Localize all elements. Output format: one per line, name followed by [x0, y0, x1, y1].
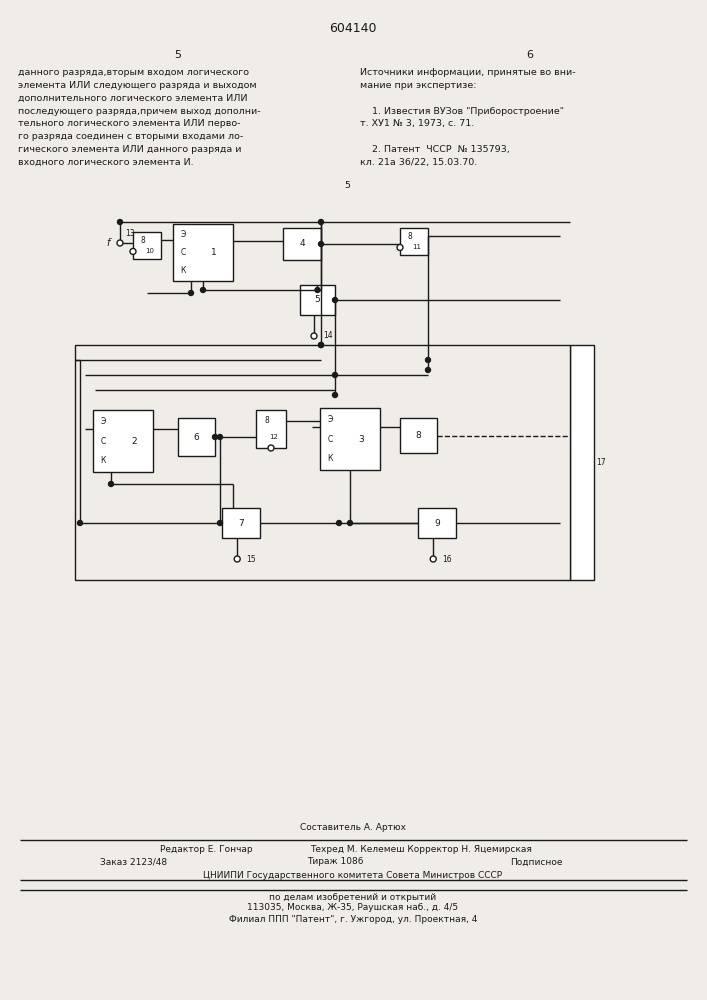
Bar — [400, 228, 428, 255]
Text: по делам изобретений и открытий: по делам изобретений и открытий — [269, 892, 436, 902]
Text: Источники информации, принятые во вни-
мание при экспертизе:

    1. Известия ВУ: Источники информации, принятые во вни- м… — [360, 68, 575, 167]
Bar — [320, 408, 380, 470]
Text: Тираж 1086: Тираж 1086 — [307, 857, 363, 866]
Bar — [75, 345, 570, 580]
Text: 6: 6 — [194, 432, 199, 442]
Circle shape — [397, 244, 403, 250]
Circle shape — [348, 520, 353, 526]
Text: Заказ 2123/48: Заказ 2123/48 — [100, 857, 167, 866]
Text: 5: 5 — [175, 50, 182, 60]
Text: 8: 8 — [264, 416, 269, 425]
Text: Редактор Е. Гончар: Редактор Е. Гончар — [160, 846, 252, 854]
Circle shape — [332, 298, 337, 302]
Bar — [178, 418, 215, 456]
Text: 16: 16 — [442, 554, 452, 564]
Circle shape — [189, 290, 194, 296]
Text: Подписное: Подписное — [510, 857, 563, 866]
Text: 15: 15 — [246, 554, 256, 564]
Text: С: С — [327, 434, 332, 444]
Circle shape — [337, 520, 341, 526]
Bar — [300, 285, 335, 315]
Circle shape — [78, 520, 83, 526]
Text: ЦНИИПИ Государственного комитета Совета Министров СССР: ЦНИИПИ Государственного комитета Совета … — [204, 870, 503, 880]
Bar — [570, 345, 594, 580]
Circle shape — [430, 556, 436, 562]
Text: 5: 5 — [315, 296, 320, 304]
Text: Составитель А. Артюх: Составитель А. Артюх — [300, 824, 406, 832]
Text: С: С — [180, 248, 186, 257]
Text: С: С — [100, 436, 105, 446]
Text: Техред М. Келемеш Корректор Н. Яцемирская: Техред М. Келемеш Корректор Н. Яцемирска… — [310, 846, 532, 854]
Text: 8: 8 — [416, 431, 421, 440]
Text: 604140: 604140 — [329, 21, 377, 34]
Text: Э: Э — [327, 415, 332, 424]
Circle shape — [268, 445, 274, 451]
Circle shape — [315, 288, 320, 292]
Text: 7: 7 — [238, 518, 244, 528]
Text: f: f — [107, 238, 110, 248]
Circle shape — [201, 288, 206, 292]
Text: данного разряда,вторым входом логического
элемента ИЛИ следующего разряда и выхо: данного разряда,вторым входом логическог… — [18, 68, 261, 167]
Text: 8: 8 — [141, 236, 145, 245]
Circle shape — [318, 342, 324, 348]
Circle shape — [117, 220, 122, 225]
Bar — [93, 410, 153, 472]
Circle shape — [213, 434, 218, 440]
Bar — [173, 224, 233, 281]
Text: 3: 3 — [358, 434, 363, 444]
Text: 4: 4 — [299, 239, 305, 248]
Text: Э: Э — [180, 230, 186, 239]
Circle shape — [426, 367, 431, 372]
Circle shape — [218, 434, 223, 440]
Text: 1: 1 — [211, 248, 216, 257]
Text: 8: 8 — [407, 232, 412, 241]
Circle shape — [311, 333, 317, 339]
Bar — [222, 508, 260, 538]
Text: Э: Э — [100, 417, 105, 426]
Text: К: К — [100, 456, 105, 465]
Text: 113035, Москва, Ж-35, Раушская наб., д. 4/5: 113035, Москва, Ж-35, Раушская наб., д. … — [247, 904, 459, 912]
Text: 17: 17 — [596, 458, 606, 467]
Text: Филиал ППП "Патент", г. Ужгород, ул. Проектная, 4: Филиал ППП "Патент", г. Ужгород, ул. Про… — [229, 916, 477, 924]
Circle shape — [117, 240, 123, 246]
Text: 2: 2 — [131, 436, 136, 446]
Text: 13: 13 — [125, 229, 134, 237]
Text: 9: 9 — [434, 518, 440, 528]
Text: 10: 10 — [146, 248, 154, 254]
Text: 5: 5 — [344, 180, 350, 190]
Circle shape — [130, 248, 136, 254]
Circle shape — [332, 372, 337, 377]
Bar — [256, 410, 286, 448]
Text: К: К — [180, 266, 186, 275]
Circle shape — [318, 241, 324, 246]
Text: 11: 11 — [412, 244, 421, 250]
Circle shape — [318, 220, 324, 225]
Bar — [418, 508, 456, 538]
Circle shape — [332, 392, 337, 397]
Circle shape — [234, 556, 240, 562]
Bar — [400, 418, 437, 453]
Text: 6: 6 — [527, 50, 534, 60]
Text: К: К — [327, 454, 333, 463]
Circle shape — [318, 342, 324, 348]
Bar — [133, 232, 161, 259]
Bar — [283, 228, 321, 260]
Text: 14: 14 — [323, 332, 332, 340]
Circle shape — [108, 482, 114, 487]
Circle shape — [426, 358, 431, 362]
Text: 12: 12 — [269, 434, 279, 440]
Circle shape — [218, 520, 223, 526]
